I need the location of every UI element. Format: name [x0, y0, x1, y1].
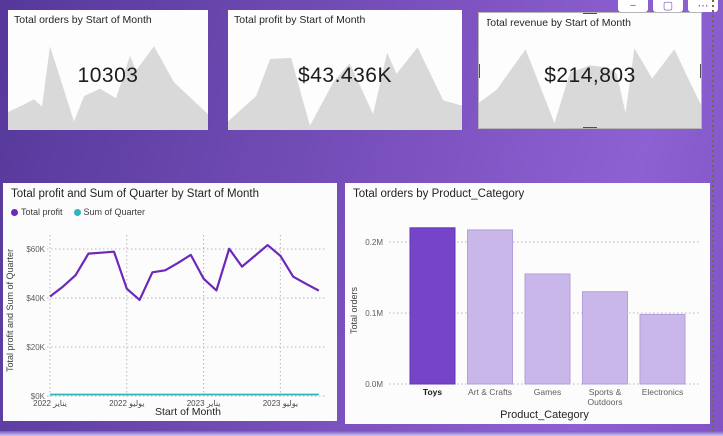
ellipsis-icon: ⋯ [697, 0, 709, 12]
kpi-value: 10303 [77, 64, 139, 87]
svg-text:Games: Games [534, 387, 561, 397]
svg-text:$40K: $40K [26, 294, 45, 303]
svg-text:Toys: Toys [423, 387, 442, 397]
bottom-strip [0, 431, 723, 436]
svg-text:$0K: $0K [31, 392, 46, 401]
more-options-button[interactable]: ⋯ [688, 0, 718, 12]
legend-label: Sum of Quarter [83, 207, 146, 217]
svg-text:0.2M: 0.2M [365, 238, 383, 247]
line-chart-visual[interactable]: Total profit and Sum of Quarter by Start… [3, 183, 337, 421]
svg-text:$20K: $20K [26, 343, 45, 352]
total-profit-line[interactable] [49, 243, 320, 302]
bar-chart-visual[interactable]: Total orders by Product_Category 0.0M 0.1… [345, 183, 710, 424]
svg-text:$60K: $60K [26, 245, 45, 254]
x-axis-title: Start of Month [155, 406, 221, 418]
chart-title: Total profit and Sum of Quarter by Start… [11, 188, 260, 200]
svg-text:2022 يناير: 2022 يناير [33, 399, 67, 408]
card-title: Total orders by Start of Month [14, 14, 152, 26]
selection-handle-top[interactable] [583, 13, 597, 14]
svg-text:0.1M: 0.1M [365, 309, 383, 318]
legend-item-total-profit[interactable]: Total profit [11, 207, 63, 217]
legend-dot [11, 208, 18, 216]
selection-handle-top-left[interactable] [479, 13, 487, 21]
kpi-card-total-profit[interactable]: Total profit by Start of Month $43.436K [228, 10, 462, 130]
svg-text:2022 يوليو: 2022 يوليو [109, 399, 144, 408]
y-axis-title: Total orders [349, 286, 359, 335]
svg-text:Sports &: Sports & [589, 387, 622, 397]
legend-item-sum-of-quarter[interactable]: Sum of Quarter [73, 207, 146, 217]
bar-sports-outdoors[interactable] [582, 291, 628, 385]
kpi-card-total-orders[interactable]: Total orders by Start of Month 10303 [8, 10, 208, 130]
bar-toys[interactable] [409, 227, 456, 385]
selection-handle-left[interactable] [479, 63, 480, 78]
selection-handle-bottom[interactable] [583, 127, 597, 128]
x-axis-title: Product_Category [500, 409, 589, 421]
svg-text:2023 يناير: 2023 يناير [187, 399, 221, 408]
y-axis-title: Total profit and Sum of Quarter [5, 248, 15, 373]
svg-text:0.0M: 0.0M [365, 380, 383, 389]
line-plot-area: $0K $20K $40K $60K 2022 يناير 2022 يوليو 2023 … [26, 235, 327, 408]
chart-title: Total orders by Product_Category [353, 188, 525, 200]
svg-text:2023 يوليو: 2023 يوليو [263, 399, 298, 408]
legend: Total profit Sum of Quarter [11, 207, 145, 217]
sparkline-chart [228, 47, 462, 130]
selection-handle-top-right[interactable] [693, 13, 701, 21]
card-title: Total revenue by Start of Month [485, 17, 631, 29]
collapse-button[interactable]: − [618, 0, 648, 12]
bar-art-crafts[interactable] [467, 229, 513, 385]
kpi-card-total-revenue[interactable]: Total revenue by Start of Month $214,803 [478, 12, 702, 129]
svg-text:Electronics: Electronics [642, 387, 684, 397]
selection-handle-bottom-left[interactable] [479, 120, 487, 128]
selection-handle-right[interactable] [700, 63, 701, 78]
kpi-value: $214,803 [544, 64, 636, 88]
pin-icon: ▢ [662, 0, 674, 12]
bar-plot-area: 0.0M 0.1M 0.2M Toys Art & Crafts Games Sports … [365, 227, 701, 407]
card-title: Total profit by Start of Month [234, 14, 366, 26]
sparkline-chart [8, 46, 208, 130]
kpi-value: $43.436K [298, 64, 392, 87]
minus-icon: − [629, 0, 637, 12]
selection-handle-bottom-right[interactable] [693, 120, 701, 128]
bar-electronics[interactable] [639, 313, 686, 385]
legend-label: Total profit [21, 207, 63, 217]
svg-text:Outdoors: Outdoors [588, 397, 623, 407]
sparkline-chart [479, 48, 701, 128]
canvas-edge-guide [712, 0, 714, 436]
svg-text:Art & Crafts: Art & Crafts [468, 387, 512, 397]
legend-dot [73, 208, 81, 216]
pin-visual-button[interactable]: ▢ [653, 0, 683, 12]
bar-games[interactable] [524, 273, 571, 385]
